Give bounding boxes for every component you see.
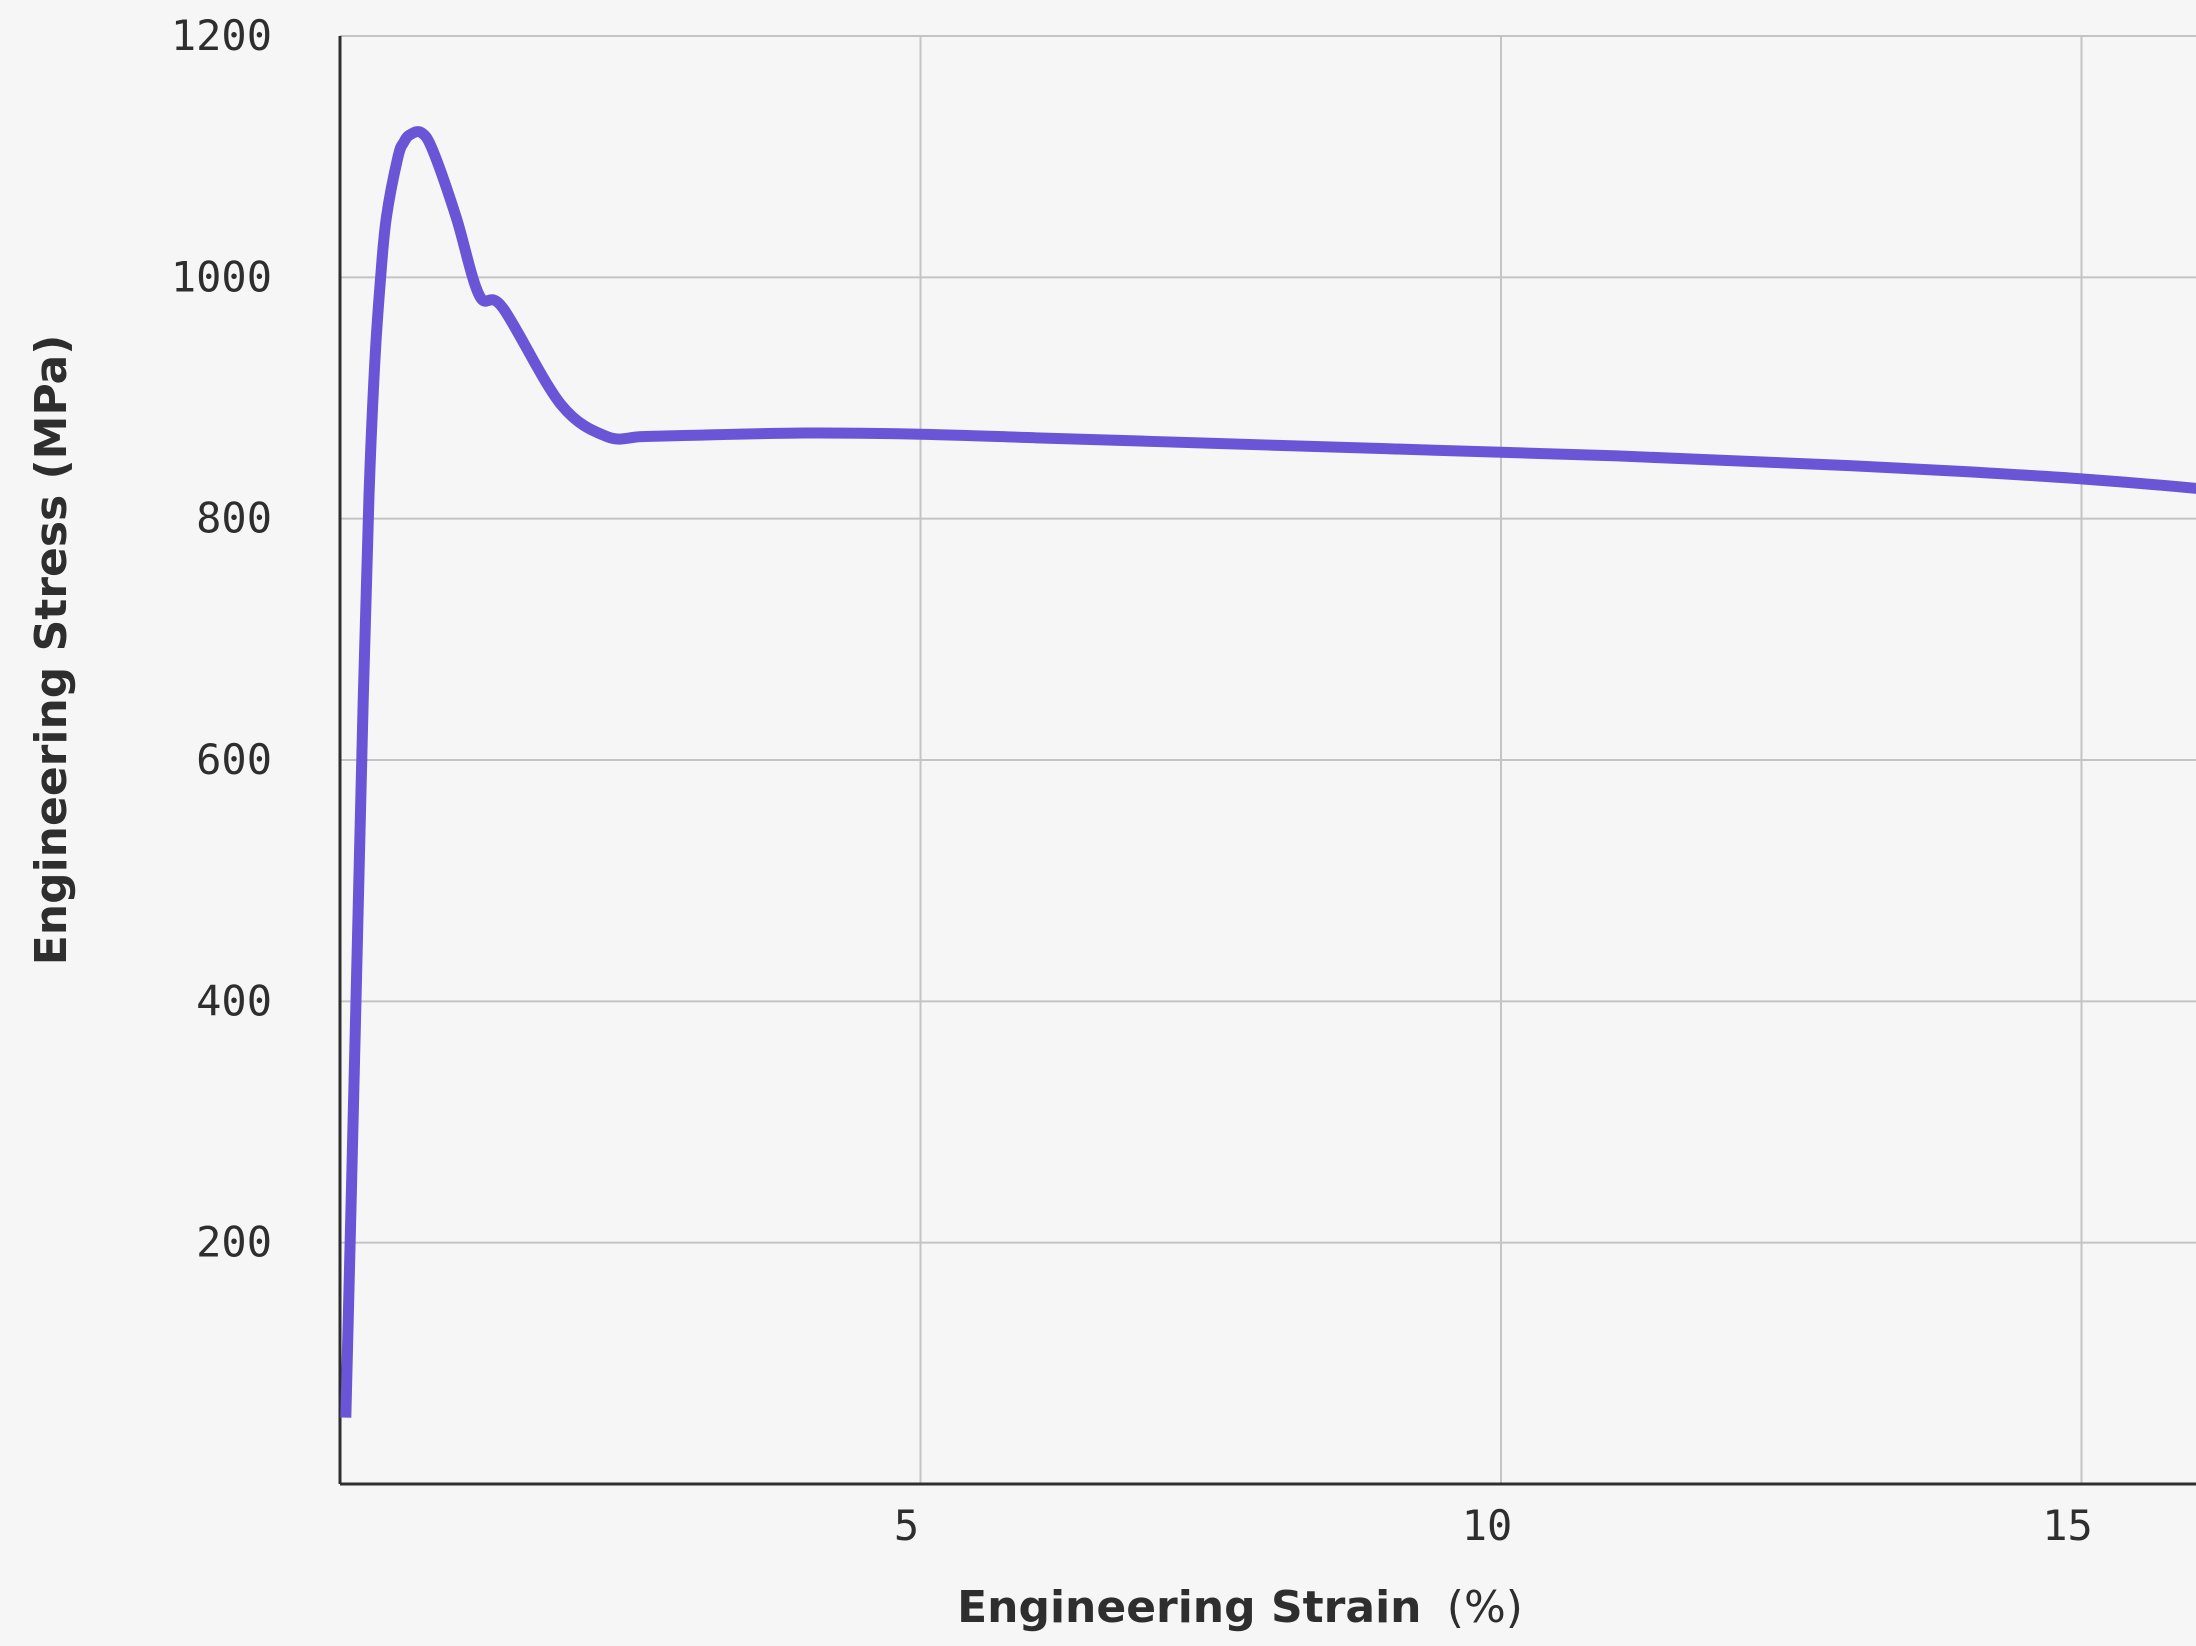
- x-axis-unit: (%): [1447, 1582, 1523, 1633]
- stress-strain-line: [340, 126, 2196, 1418]
- y-tick-label: 800: [196, 494, 272, 543]
- y-axis-title: Engineering Stress (MPa): [26, 335, 77, 966]
- tick-labels: 200400600800100012005101520: [171, 11, 2093, 1550]
- x-axis-title: Engineering Strain (%): [957, 1582, 1523, 1633]
- grid-lines: [340, 35, 2196, 1484]
- x-tick-label: 5: [894, 1501, 919, 1550]
- y-tick-label: 1200: [171, 11, 272, 60]
- x-tick-label: 15: [2042, 1501, 2093, 1550]
- y-tick-label: 200: [196, 1218, 272, 1267]
- y-tick-label: 1000: [171, 252, 272, 301]
- axes: [338, 36, 2196, 1486]
- x-tick-label: 10: [1462, 1501, 1513, 1550]
- x-axis-label: Engineering Strain: [957, 1582, 1421, 1633]
- y-tick-label: 600: [196, 735, 272, 784]
- series-layer: [340, 126, 2196, 1418]
- y-tick-label: 400: [196, 976, 272, 1025]
